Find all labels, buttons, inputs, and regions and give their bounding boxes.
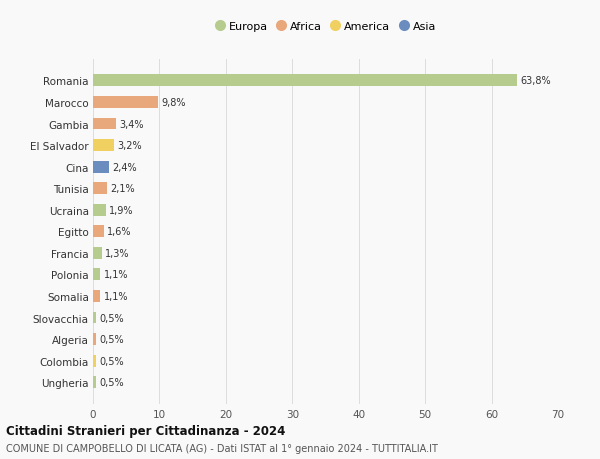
Text: COMUNE DI CAMPOBELLO DI LICATA (AG) - Dati ISTAT al 1° gennaio 2024 - TUTTITALIA: COMUNE DI CAMPOBELLO DI LICATA (AG) - Da… bbox=[6, 443, 438, 453]
Bar bbox=[93, 75, 517, 87]
Bar bbox=[93, 291, 100, 302]
Bar bbox=[93, 118, 116, 130]
Legend: Europa, Africa, America, Asia: Europa, Africa, America, Asia bbox=[211, 17, 440, 36]
Bar bbox=[93, 140, 114, 151]
Text: 0,5%: 0,5% bbox=[100, 334, 124, 344]
Bar bbox=[93, 204, 106, 216]
Bar bbox=[93, 247, 101, 259]
Text: 0,5%: 0,5% bbox=[100, 313, 124, 323]
Text: 63,8%: 63,8% bbox=[520, 76, 551, 86]
Text: 0,5%: 0,5% bbox=[100, 377, 124, 387]
Text: 1,9%: 1,9% bbox=[109, 205, 133, 215]
Text: 1,1%: 1,1% bbox=[104, 270, 128, 280]
Text: 1,3%: 1,3% bbox=[105, 248, 130, 258]
Text: 1,6%: 1,6% bbox=[107, 227, 131, 237]
Bar bbox=[93, 376, 97, 388]
Text: 2,4%: 2,4% bbox=[112, 162, 137, 172]
Bar bbox=[93, 355, 97, 367]
Text: 2,1%: 2,1% bbox=[110, 184, 135, 194]
Text: 0,5%: 0,5% bbox=[100, 356, 124, 366]
Text: 3,2%: 3,2% bbox=[118, 141, 142, 151]
Bar bbox=[93, 312, 97, 324]
Bar bbox=[93, 183, 107, 195]
Bar bbox=[93, 97, 158, 109]
Bar bbox=[93, 162, 109, 173]
Text: 3,4%: 3,4% bbox=[119, 119, 143, 129]
Text: 1,1%: 1,1% bbox=[104, 291, 128, 301]
Bar bbox=[93, 226, 104, 238]
Text: 9,8%: 9,8% bbox=[161, 98, 186, 108]
Text: Cittadini Stranieri per Cittadinanza - 2024: Cittadini Stranieri per Cittadinanza - 2… bbox=[6, 424, 286, 437]
Bar bbox=[93, 269, 100, 281]
Bar bbox=[93, 333, 97, 345]
